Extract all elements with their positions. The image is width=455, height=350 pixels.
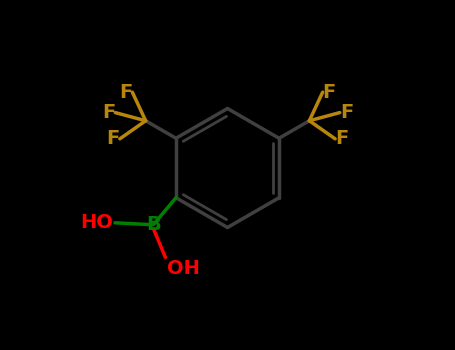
Text: F: F xyxy=(335,129,349,148)
Text: F: F xyxy=(119,83,132,102)
Text: F: F xyxy=(323,83,336,102)
Text: F: F xyxy=(340,103,353,122)
Text: F: F xyxy=(106,129,120,148)
Text: OH: OH xyxy=(167,259,200,278)
Text: F: F xyxy=(102,103,115,122)
Text: B: B xyxy=(146,215,161,234)
Text: HO: HO xyxy=(81,213,113,232)
